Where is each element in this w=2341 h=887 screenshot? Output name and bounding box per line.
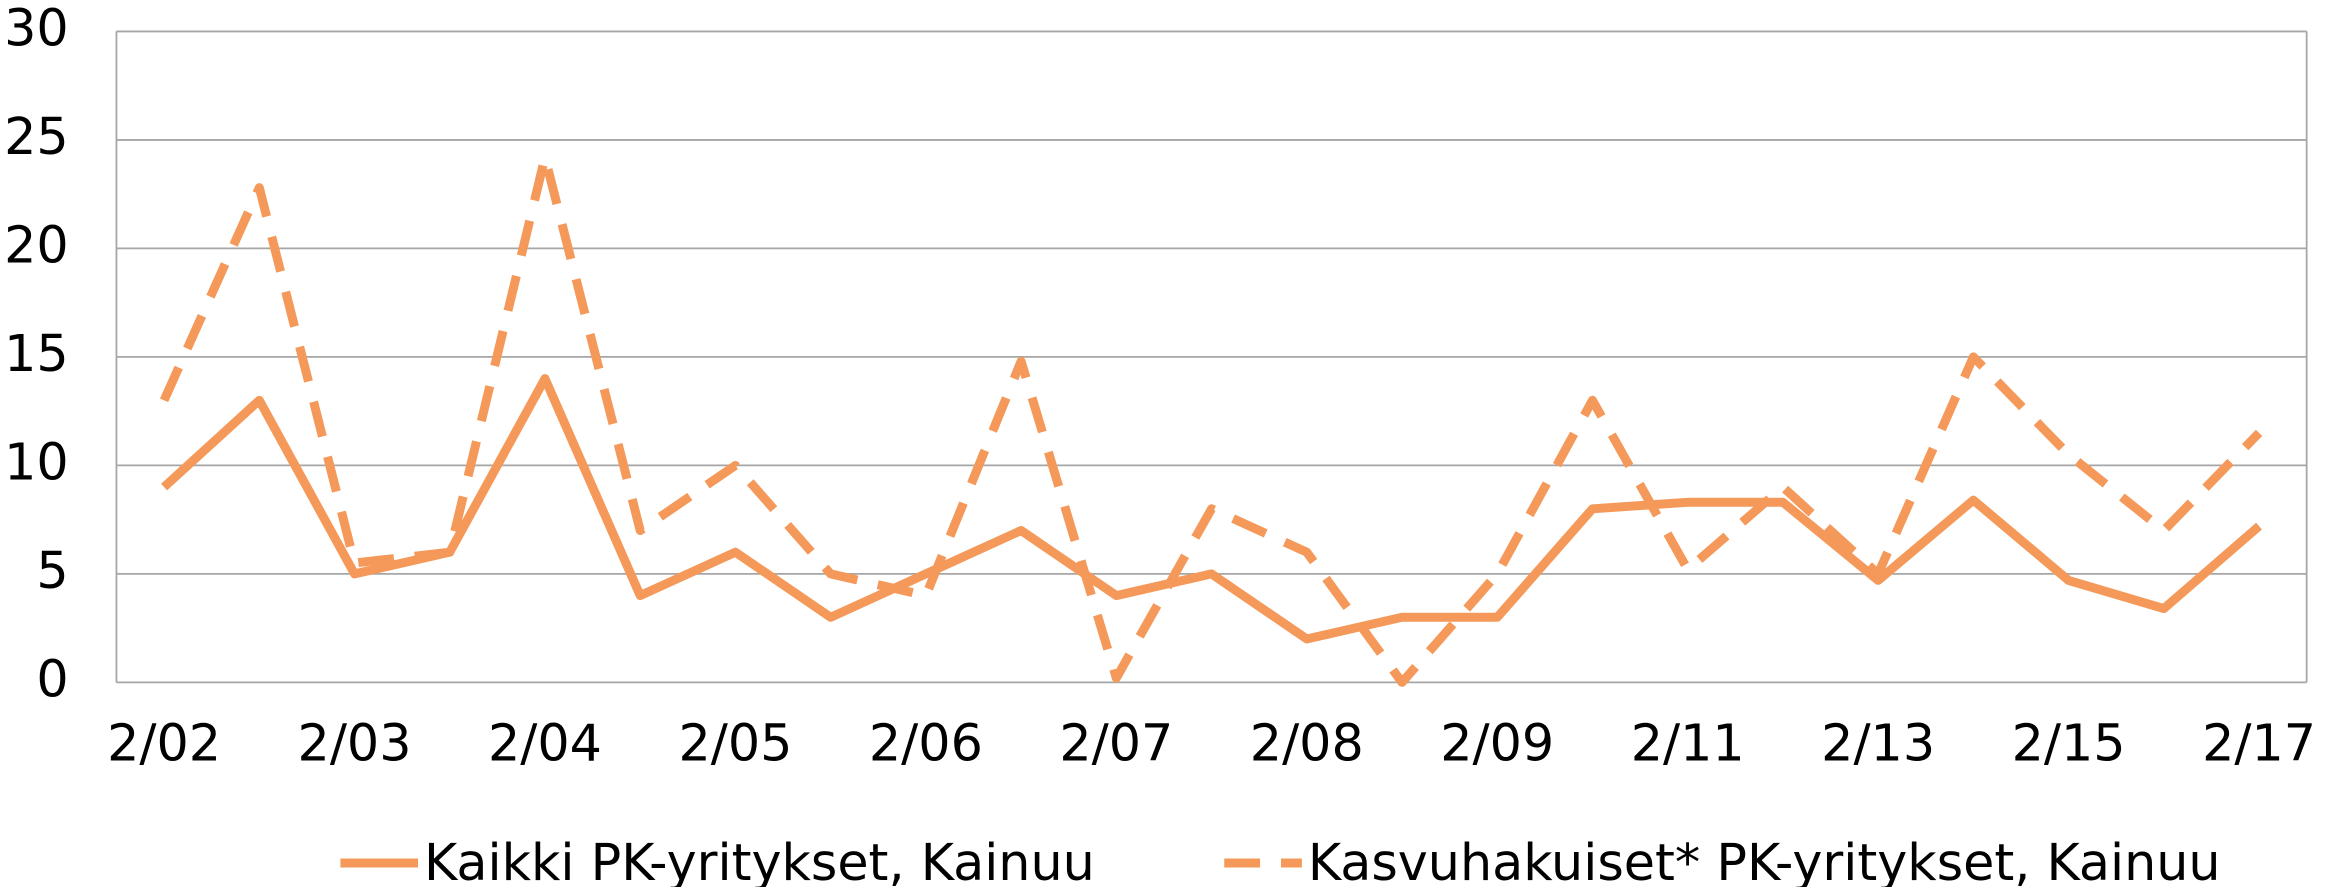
x-tick-label: 2/05 <box>678 714 792 773</box>
x-tick-label: 2/07 <box>1059 714 1173 773</box>
legend-label: Kasvuhakuiset* PK-yritykset, Kainuu <box>1308 833 2221 887</box>
y-tick-label: 30 <box>4 0 69 57</box>
x-tick-label: 2/17 <box>2202 714 2316 773</box>
legend-label: Kaikki PK-yritykset, Kainuu <box>424 833 1095 887</box>
y-tick-label: 10 <box>4 432 69 491</box>
x-tick-label: 2/06 <box>869 714 983 773</box>
x-tick-label: 2/04 <box>488 714 602 773</box>
x-tick-label: 2/08 <box>1250 714 1364 773</box>
series-line <box>161 374 2262 644</box>
y-tick-label: 15 <box>4 324 69 383</box>
x-tick-label: 2/15 <box>2012 714 2126 773</box>
y-tick-label: 5 <box>36 541 68 600</box>
y-tick-label: 25 <box>4 107 69 166</box>
series-line <box>159 152 2263 687</box>
y-tick-label: 0 <box>36 649 68 708</box>
x-tick-label: 2/13 <box>1821 714 1935 773</box>
x-tick-label: 2/09 <box>1440 714 1554 773</box>
x-tick-label: 2/02 <box>107 714 221 773</box>
y-tick-label: 20 <box>4 215 69 274</box>
x-tick-label: 2/11 <box>1631 714 1745 773</box>
x-tick-label: 2/03 <box>298 714 412 773</box>
